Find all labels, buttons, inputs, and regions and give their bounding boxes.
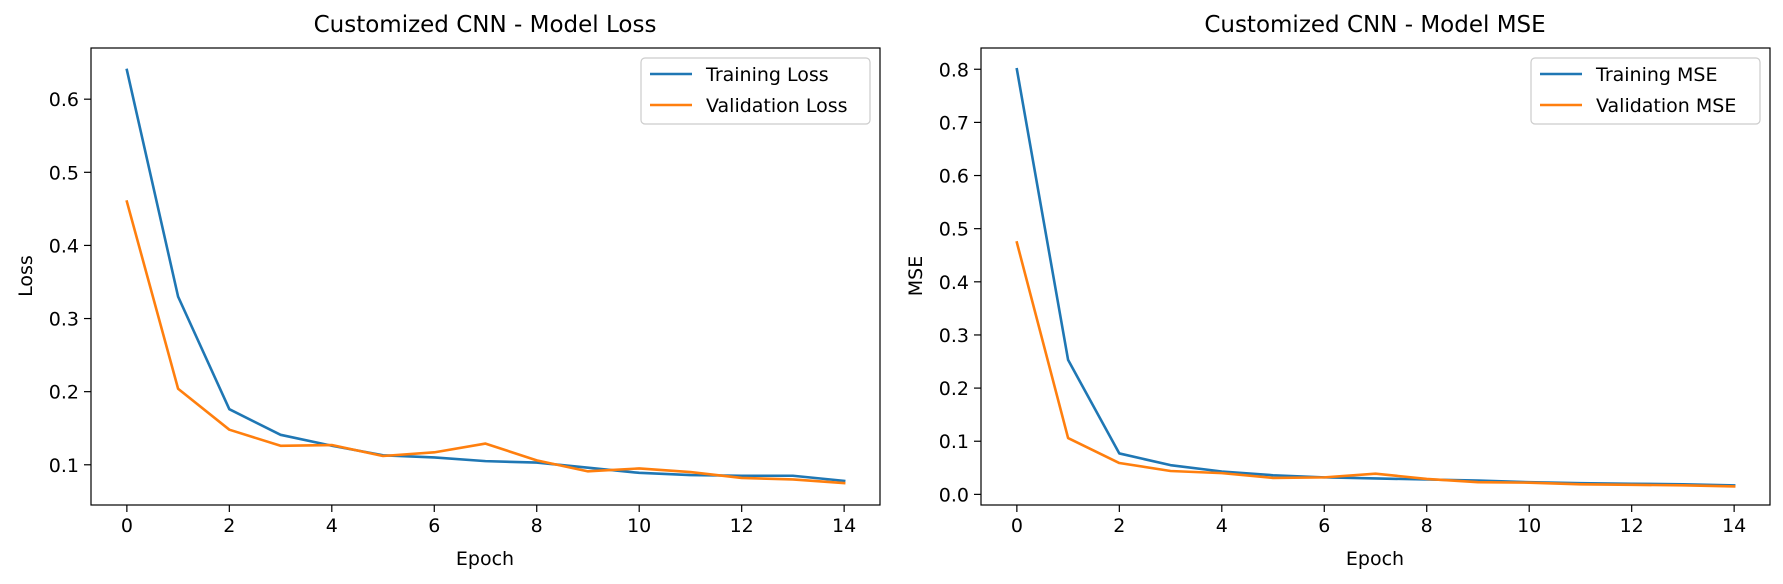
loss-y-tick-label: 0.5 bbox=[49, 162, 79, 184]
loss-x-tick-label: 2 bbox=[223, 515, 235, 537]
mse-chart-title: Customized CNN - Model MSE bbox=[1204, 12, 1545, 38]
loss-x-tick-label: 4 bbox=[326, 515, 338, 537]
mse-ticks: 0 2 4 6 8 10 12 14 0.0 0.1 0.2 0.3 0.4 0.5 0.6 0.7 0.8 bbox=[939, 59, 1746, 537]
mse-chart-panel: Customized CNN - Model MSE Epoch MSE 0 2 4… bbox=[905, 12, 1771, 570]
loss-x-tick-label: 10 bbox=[627, 515, 651, 537]
mse-plot-frame bbox=[980, 47, 1771, 506]
loss-y-tick-label: 0.6 bbox=[49, 89, 79, 111]
mse-x-tick-label: 8 bbox=[1421, 515, 1433, 537]
mse-y-tick-label: 0.0 bbox=[939, 484, 969, 506]
loss-y-tick-label: 0.1 bbox=[49, 455, 79, 477]
loss-series-lines bbox=[125, 68, 846, 485]
loss-x-axis-label: Epoch bbox=[456, 548, 514, 570]
loss-y-axis-label: Loss bbox=[15, 255, 37, 297]
loss-series-line-validation bbox=[125, 199, 846, 485]
loss-x-tick-label: 0 bbox=[121, 515, 133, 537]
mse-legend-box bbox=[1530, 57, 1761, 125]
mse-legend-label-training: Training MSE bbox=[1595, 64, 1717, 86]
mse-y-tick-label: 0.4 bbox=[939, 272, 969, 294]
loss-x-tick-label: 14 bbox=[832, 515, 856, 537]
mse-y-tick-label: 0.7 bbox=[939, 112, 969, 134]
mse-y-axis-label: MSE bbox=[905, 256, 927, 296]
mse-x-tick-label: 4 bbox=[1216, 515, 1228, 537]
mse-series-lines bbox=[1015, 67, 1736, 488]
mse-x-axis-label: Epoch bbox=[1346, 548, 1404, 570]
mse-y-tick-label: 0.8 bbox=[939, 59, 969, 81]
loss-chart-panel: Customized CNN - Model Loss Epoch Loss 0… bbox=[15, 12, 881, 570]
mse-legend: Training MSE Validation MSE bbox=[1530, 57, 1761, 125]
mse-y-tick-label: 0.5 bbox=[939, 219, 969, 241]
mse-y-tick-label: 0.3 bbox=[939, 325, 969, 347]
loss-x-tick-label: 6 bbox=[428, 515, 440, 537]
loss-ticks: 0 2 4 6 8 10 12 14 0.1 0.2 0.3 0.4 0.5 0.6 bbox=[49, 89, 856, 537]
loss-y-tick-label: 0.3 bbox=[49, 309, 79, 331]
loss-x-tick-label: 8 bbox=[531, 515, 543, 537]
mse-x-tick-label: 14 bbox=[1722, 515, 1746, 537]
mse-x-tick-label: 12 bbox=[1620, 515, 1644, 537]
loss-legend: Training Loss Validation Loss bbox=[640, 57, 871, 125]
mse-y-tick-label: 0.6 bbox=[939, 166, 969, 188]
loss-y-tick-label: 0.4 bbox=[49, 235, 79, 257]
mse-series-line-validation bbox=[1015, 240, 1736, 488]
loss-x-tick-label: 12 bbox=[730, 515, 754, 537]
loss-chart-title: Customized CNN - Model Loss bbox=[314, 12, 657, 38]
mse-x-tick-label: 2 bbox=[1113, 515, 1125, 537]
mse-legend-label-validation: Validation MSE bbox=[1596, 95, 1736, 117]
mse-x-tick-label: 0 bbox=[1011, 515, 1023, 537]
loss-legend-label-training: Training Loss bbox=[705, 64, 829, 86]
mse-x-tick-label: 6 bbox=[1318, 515, 1330, 537]
loss-plot-frame bbox=[90, 47, 881, 506]
mse-y-tick-label: 0.1 bbox=[939, 431, 969, 453]
loss-legend-label-validation: Validation Loss bbox=[706, 95, 848, 117]
loss-y-tick-label: 0.2 bbox=[49, 382, 79, 404]
mse-x-tick-label: 10 bbox=[1517, 515, 1541, 537]
loss-legend-box bbox=[640, 57, 871, 125]
mse-y-tick-label: 0.2 bbox=[939, 378, 969, 400]
